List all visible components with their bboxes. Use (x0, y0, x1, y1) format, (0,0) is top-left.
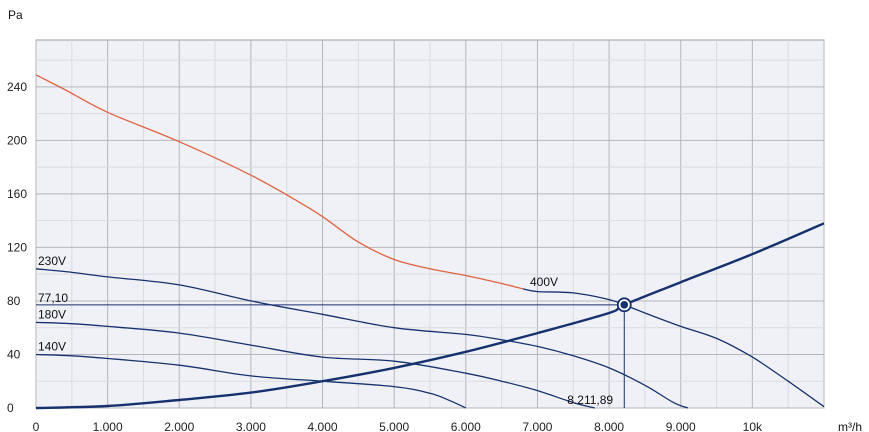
curve-label-180v: 180V (38, 307, 66, 321)
curve-label-140v: 140V (38, 339, 66, 353)
x-tick-label: 5.000 (379, 420, 409, 432)
operating-point-y-label: 77,10 (38, 291, 68, 305)
x-tick-label: 3.000 (236, 420, 266, 432)
curve-140v (35, 353, 467, 409)
curves (35, 74, 825, 410)
y-tick-labels: 0 40 80 120 160 200 240 (7, 80, 27, 415)
y-tick-label: 80 (7, 294, 21, 308)
y-axis-label: Pa (8, 8, 23, 22)
y-tick-label: 160 (7, 187, 27, 201)
x-tick-label: 10k (743, 420, 763, 432)
curve-180v (35, 321, 595, 409)
curve-230v (35, 268, 689, 409)
curve-label-230v: 230V (38, 254, 66, 268)
x-tick-label: 6.000 (451, 420, 481, 432)
x-tick-label: 1.000 (93, 420, 123, 432)
x-tick-label: 2.000 (164, 420, 194, 432)
x-tick-label: 9.000 (666, 420, 696, 432)
y-tick-label: 240 (7, 80, 27, 94)
operating-point-marker[interactable] (616, 297, 632, 313)
curve-label-400v: 400V (530, 275, 558, 289)
curve-400v-blue (522, 288, 825, 408)
y-tick-label: 40 (7, 347, 21, 361)
x-tick-label: 4.000 (308, 420, 338, 432)
operating-point-dot[interactable] (620, 301, 629, 309)
operating-point-x-label: 8.211,89 (567, 393, 613, 407)
operating-point-guides (36, 304, 625, 408)
y-tick-label: 200 (7, 133, 27, 147)
x-tick-label: 8.000 (594, 420, 624, 432)
x-tick-labels: 0 1.000 2.000 3.000 4.000 5.000 6.000 7.000 8.00… (33, 420, 763, 432)
y-tick-label: 120 (7, 240, 27, 254)
curve-labels: 230V 180V 140V 400V (38, 254, 558, 354)
grid (35, 40, 825, 409)
x-tick-label: 0 (33, 420, 40, 432)
system-curve (35, 222, 825, 410)
curve-400v-red (35, 74, 524, 290)
y-tick-label: 0 (7, 401, 14, 415)
x-axis-label: m³/h (838, 420, 862, 432)
x-tick-label: 7.000 (522, 420, 552, 432)
